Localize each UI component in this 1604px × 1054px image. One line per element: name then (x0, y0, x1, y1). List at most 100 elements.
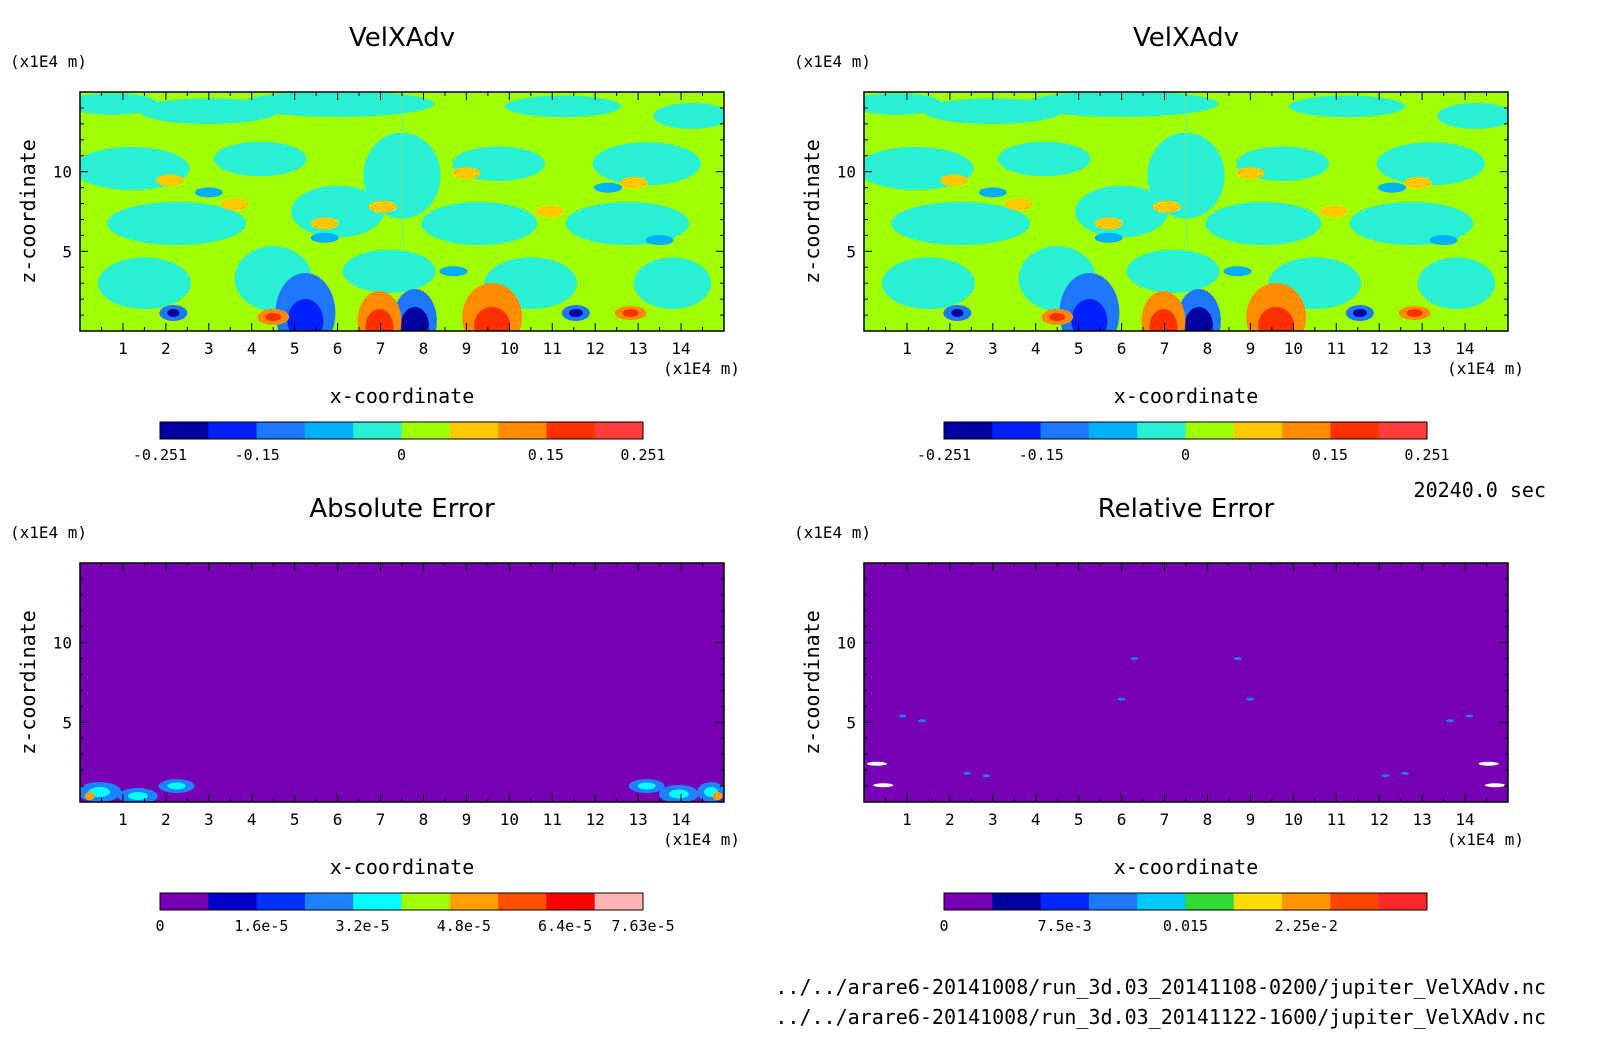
field-blob (421, 201, 538, 245)
field-blob (368, 200, 397, 213)
field-blob (1376, 142, 1485, 186)
x-tick-label: 8 (1203, 339, 1213, 358)
x-tick-label: 2 (161, 339, 171, 358)
colorbar-tick-label: 0 (939, 917, 948, 935)
x-axis-label: x-coordinate (330, 855, 475, 879)
x-tick-label: 9 (462, 810, 472, 829)
field-blob (1437, 102, 1508, 129)
field-blob (287, 299, 324, 331)
colorbar-tick-label: 0.15 (528, 446, 564, 464)
colorbar-segment (1330, 422, 1380, 439)
field-blob (1417, 257, 1496, 310)
x-tick-label: 7 (376, 339, 386, 358)
field-blob (1258, 307, 1295, 331)
x-tick-label: 13 (629, 339, 648, 358)
y-tick-label: 5 (62, 713, 72, 732)
colorbar-segment (208, 422, 258, 439)
y-tick-label: 5 (62, 242, 72, 261)
field-blob (963, 771, 972, 775)
x-tick-label: 9 (1246, 810, 1256, 829)
x-tick-label: 6 (1117, 810, 1127, 829)
colorbar-segment (160, 422, 209, 439)
chart-title: Relative Error (1098, 494, 1275, 524)
field-blob (241, 92, 435, 117)
x-tick-label: 11 (543, 810, 562, 829)
file-path-2: ../../arare6-20141008/run_3d.03_20141122… (775, 1005, 1546, 1029)
field-blob (167, 309, 180, 317)
colorbar-tick-label: 0.251 (620, 446, 665, 464)
field-blob (882, 257, 975, 310)
colorbar-tick-label: 4.8e-5 (437, 917, 491, 935)
field-blob (213, 141, 307, 177)
x-axis-label: x-coordinate (330, 384, 475, 408)
x-tick-label: 9 (462, 339, 472, 358)
y-tick-label: 5 (846, 713, 856, 732)
field-blob (1126, 249, 1220, 293)
field-blob (1465, 714, 1474, 718)
x-tick-label: 8 (419, 810, 429, 829)
colorbar-tick-label: -0.251 (133, 446, 187, 464)
y-tick-label: 10 (837, 163, 856, 182)
field-blob (365, 309, 394, 331)
field-blob (167, 782, 186, 790)
field-blob (1236, 167, 1265, 180)
x-tick-label: 12 (586, 339, 605, 358)
field-blob (1446, 719, 1455, 723)
x-tick-label: 7 (1160, 339, 1170, 358)
colorbar-segment (1330, 893, 1380, 910)
x-tick-label: 14 (1455, 339, 1474, 358)
x-tick-label: 7 (376, 810, 386, 829)
colorbar-segment (992, 422, 1042, 439)
field-blob (1117, 697, 1126, 701)
field-blob (1152, 200, 1181, 213)
y-tick-label: 10 (53, 634, 72, 653)
x-tick-label: 1 (118, 339, 128, 358)
colorbar-tick-label: 3.2e-5 (335, 917, 389, 935)
field-blob (898, 714, 907, 718)
field-blob (1349, 201, 1474, 245)
colorbar-tick-label: 7.63e-5 (611, 917, 674, 935)
y-axis-unit: (x1E4 m) (794, 523, 871, 542)
colorbar-segment (1378, 422, 1428, 439)
colorbar-segment (546, 422, 596, 439)
colorbar-segment (353, 893, 402, 910)
x-tick-label: 12 (1370, 810, 1389, 829)
colorbar-tick-label: 1.6e-5 (234, 917, 288, 935)
field-blob (400, 307, 429, 331)
field-blob (866, 761, 887, 766)
x-tick-label: 13 (1413, 339, 1432, 358)
field-blob (1289, 95, 1405, 118)
colorbar-tick-label: 0.251 (1404, 446, 1449, 464)
colorbar-tick-label: -0.251 (917, 446, 971, 464)
field-blob (917, 719, 926, 723)
colorbar-segment (1233, 893, 1283, 910)
chart-panel: Absolute Error(x1E4 m)1 2 3 4 5 6 7 8 9 10 11 12 13 1… (10, 494, 740, 935)
field-blob (633, 257, 712, 310)
field-blob (505, 95, 621, 118)
field-blob (439, 266, 468, 277)
field-blob (1205, 201, 1322, 245)
colorbar-tick-label: 0.15 (1312, 446, 1348, 464)
field-blob (1485, 783, 1506, 788)
colorbar-segment (256, 422, 306, 439)
x-tick-label: 4 (1031, 339, 1041, 358)
colorbar-segment (1185, 893, 1235, 910)
field-blob (84, 792, 95, 800)
field-blob (98, 257, 191, 310)
colorbar-segment (594, 893, 644, 910)
x-tick-label: 9 (1246, 339, 1256, 358)
y-axis-label: z-coordinate (800, 610, 824, 755)
field-background (864, 563, 1508, 802)
chart-panel: Relative Error(x1E4 m)1 2 3 4 5 6 7 8 9 10 11 12 13 1… (794, 494, 1524, 935)
colorbar-segment (1378, 893, 1428, 910)
x-tick-label: 5 (290, 810, 300, 829)
field-blob (194, 187, 223, 198)
x-tick-label: 13 (629, 810, 648, 829)
file-path-1: ../../arare6-20141008/run_3d.03_20141108… (775, 975, 1546, 999)
colorbar-segment (401, 422, 451, 439)
field-blob (1381, 774, 1390, 778)
colorbar-frame (943, 421, 1428, 440)
x-tick-label: 12 (1370, 339, 1389, 358)
x-tick-label: 3 (204, 810, 214, 829)
